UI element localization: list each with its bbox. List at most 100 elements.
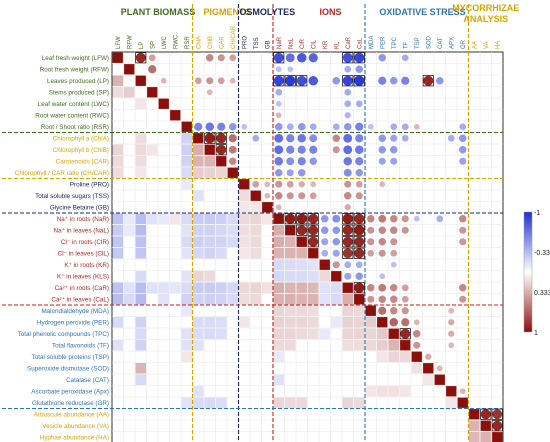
- correlation-dot: [309, 145, 318, 154]
- correlation-shade: [469, 432, 480, 442]
- correlation-shade: [227, 236, 238, 247]
- correlation-dot: [390, 123, 398, 131]
- diagonal-cell: [388, 328, 399, 339]
- row-label: Total soluble proteins (TSP): [32, 354, 109, 361]
- correlation-dot: [379, 181, 386, 188]
- correlation-shade: [216, 328, 227, 339]
- diagonal-cell: [342, 282, 353, 293]
- correlation-dot: [413, 215, 420, 222]
- correlation-dot: [401, 318, 410, 327]
- correlation-dot: [309, 123, 317, 131]
- correlation-dot: [390, 77, 398, 85]
- significance-box: [342, 75, 354, 87]
- row-label: Malondialdehyde (MDA): [41, 308, 109, 315]
- correlation-shade: [308, 282, 319, 293]
- correlation-dot: [344, 192, 352, 200]
- correlation-shade: [158, 282, 169, 293]
- correlation-dot: [286, 134, 295, 143]
- correlation-shade: [365, 328, 376, 339]
- correlation-dot: [205, 122, 215, 132]
- correlation-dot: [309, 134, 318, 143]
- correlation-dot: [332, 146, 340, 154]
- correlation-dot: [378, 76, 387, 85]
- correlation-shade: [181, 248, 192, 259]
- correlation-dot: [274, 156, 284, 166]
- significance-box: [307, 213, 319, 225]
- correlation-dot: [332, 238, 340, 246]
- column-label: ClL: [311, 39, 317, 49]
- correlation-dot: [148, 65, 157, 74]
- correlation-dot: [308, 76, 318, 86]
- correlation-shade: [135, 328, 146, 339]
- significance-box: [353, 75, 365, 87]
- correlation-shade: [285, 340, 296, 351]
- correlation-dot: [252, 134, 260, 142]
- correlation-dot: [401, 76, 410, 85]
- correlation-shade: [273, 351, 284, 362]
- correlation-shade: [181, 236, 192, 247]
- column-label: PER: [380, 36, 386, 49]
- correlation-shade: [354, 328, 365, 339]
- row-label: Chlorophyll / CAR ratio (CH/CAR): [15, 170, 109, 177]
- correlation-shade: [135, 271, 146, 282]
- significance-box: [296, 213, 308, 225]
- row-label: Stems produced (SP): [49, 89, 109, 96]
- correlation-dot: [355, 65, 363, 73]
- correlation-dot: [354, 75, 365, 86]
- correlation-dot: [273, 75, 284, 86]
- column-label: NaR: [277, 36, 283, 49]
- correlation-shade: [112, 317, 123, 328]
- diagonal-cell: [365, 305, 376, 316]
- correlation-dot: [401, 123, 409, 131]
- diagonal-cell: [227, 167, 238, 178]
- correlation-dot: [354, 282, 365, 293]
- correlation-shade: [193, 397, 204, 408]
- correlation-dot: [355, 122, 364, 131]
- correlation-dot: [459, 123, 467, 131]
- correlation-dot: [286, 123, 294, 131]
- correlation-dot: [275, 88, 283, 96]
- correlation-shade: [262, 213, 273, 224]
- correlation-shade: [124, 225, 135, 236]
- correlation-shade: [388, 386, 399, 397]
- correlation-shade: [204, 213, 215, 224]
- correlation-shade: [239, 236, 250, 247]
- correlation-dot: [264, 181, 271, 188]
- correlation-shade: [227, 213, 238, 224]
- correlation-dot: [413, 319, 420, 326]
- correlation-dot: [413, 123, 420, 130]
- diagonal-cell: [296, 236, 307, 247]
- diagonal-cell: [193, 133, 204, 144]
- diagonal-cell: [434, 374, 445, 385]
- correlation-shade: [239, 225, 250, 236]
- correlation-shade: [124, 294, 135, 305]
- column-label: TSS: [254, 37, 260, 49]
- correlation-shade: [193, 213, 204, 224]
- correlation-shade: [193, 328, 204, 339]
- significance-box: [296, 224, 308, 236]
- correlation-shade: [342, 397, 353, 408]
- significance-box: [422, 75, 434, 87]
- correlation-dot: [343, 133, 353, 143]
- correlation-shade: [273, 294, 284, 305]
- column-label: AA: [472, 41, 478, 49]
- column-label: TSP: [415, 37, 421, 49]
- correlation-shade: [308, 317, 319, 328]
- correlation-dot: [342, 213, 353, 224]
- correlation-shade: [354, 305, 365, 316]
- correlation-shade: [147, 213, 158, 224]
- column-label: KR: [323, 40, 329, 49]
- correlation-dot: [297, 133, 307, 143]
- correlation-dot: [332, 249, 340, 257]
- diagonal-cell: [273, 213, 284, 224]
- column-label: CH/CAR: [231, 25, 237, 49]
- row-label: Leaves produced (LP): [47, 78, 109, 85]
- correlation-dot: [459, 157, 467, 165]
- correlation-shade: [112, 340, 123, 351]
- correlation-shade: [273, 317, 284, 328]
- correlation-shade: [273, 259, 284, 270]
- correlation-dot: [344, 112, 351, 119]
- correlation-dot: [216, 133, 227, 144]
- significance-box: [273, 52, 285, 64]
- row-label: Chlorophyll b (ChlB): [53, 147, 109, 154]
